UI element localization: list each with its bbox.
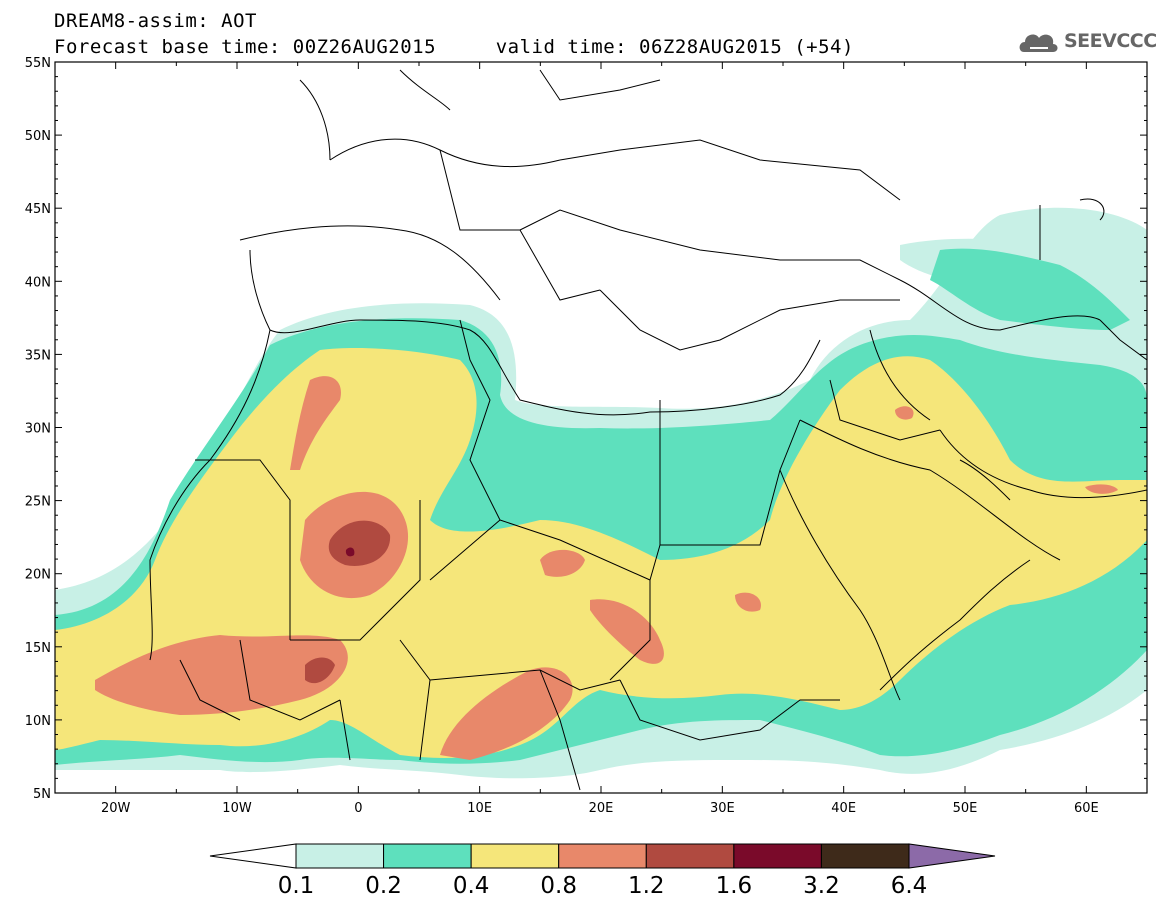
x-tick-label: 50E: [953, 801, 978, 816]
x-tick-label: 40E: [831, 801, 856, 816]
aot-field: [55, 207, 1147, 779]
logo-text: SEEVCCC: [1064, 30, 1157, 52]
colorbar-label: 1.6: [716, 873, 753, 899]
x-tick-label: 10E: [467, 801, 492, 816]
colorbar-label: 3.2: [803, 873, 840, 899]
y-tick-label: 15N: [25, 641, 51, 656]
x-tick-label: 20W: [101, 801, 131, 816]
colorbar-swatch: [733, 843, 822, 869]
y-tick-label: 50N: [25, 129, 51, 144]
colorbar-label: 6.4: [891, 873, 928, 899]
y-tick-label: 55N: [25, 56, 51, 71]
colorbar-label: 1.2: [628, 873, 665, 899]
y-tick-label: 20N: [25, 568, 51, 583]
colorbar-label: 0.4: [453, 873, 490, 899]
x-tick-label: 60E: [1074, 801, 1099, 816]
y-tick-label: 30N: [25, 422, 51, 437]
y-tick-label: 25N: [25, 495, 51, 510]
colorbar-label: 0.1: [278, 873, 315, 899]
y-tick-label: 10N: [25, 714, 51, 729]
aot-level-0.8: [95, 376, 1118, 760]
colorbar-low-arrow: [209, 843, 297, 869]
cloud-icon: [1019, 34, 1058, 52]
axis-tick-labels: 20W 10W 0 10E 20E 30E 40E 50E 60E 55N 50N 45N 40N 35N…: [25, 56, 1099, 816]
y-tick-label: 45N: [25, 202, 51, 217]
aot-level-1.2: [305, 520, 391, 684]
aot-level-1.6: [345, 547, 355, 557]
colorbar-label: 0.2: [365, 873, 402, 899]
x-tick-label: 20E: [589, 801, 614, 816]
y-tick-label: 40N: [25, 275, 51, 290]
aot-colorbar: 0.1 0.2 0.4 0.8 1.2 1.6 3.2 6.4: [209, 843, 996, 899]
colorbar-high-arrow: [908, 843, 996, 869]
colorbar-swatch: [645, 843, 735, 869]
country-borders: [149, 69, 1147, 791]
colorbar-swatch: [383, 843, 472, 869]
y-tick-label: 35N: [25, 348, 51, 363]
colorbar-swatch: [295, 843, 385, 869]
map-title: DREAM8-assim: AOT: [54, 10, 257, 32]
forecast-times: Forecast base time: 00Z26AUG2015 valid t…: [54, 36, 854, 58]
x-tick-label: 10W: [222, 801, 252, 816]
y-tick-label: 5N: [33, 787, 51, 802]
colorbar-label: 0.8: [540, 873, 577, 899]
x-tick-label: 30E: [710, 801, 735, 816]
colorbar-swatch: [558, 843, 647, 869]
x-tick-label: 0: [354, 801, 362, 816]
colorbar-swatch: [820, 843, 910, 869]
axis-ticks: [54, 61, 1148, 794]
colorbar-swatch: [470, 843, 560, 869]
